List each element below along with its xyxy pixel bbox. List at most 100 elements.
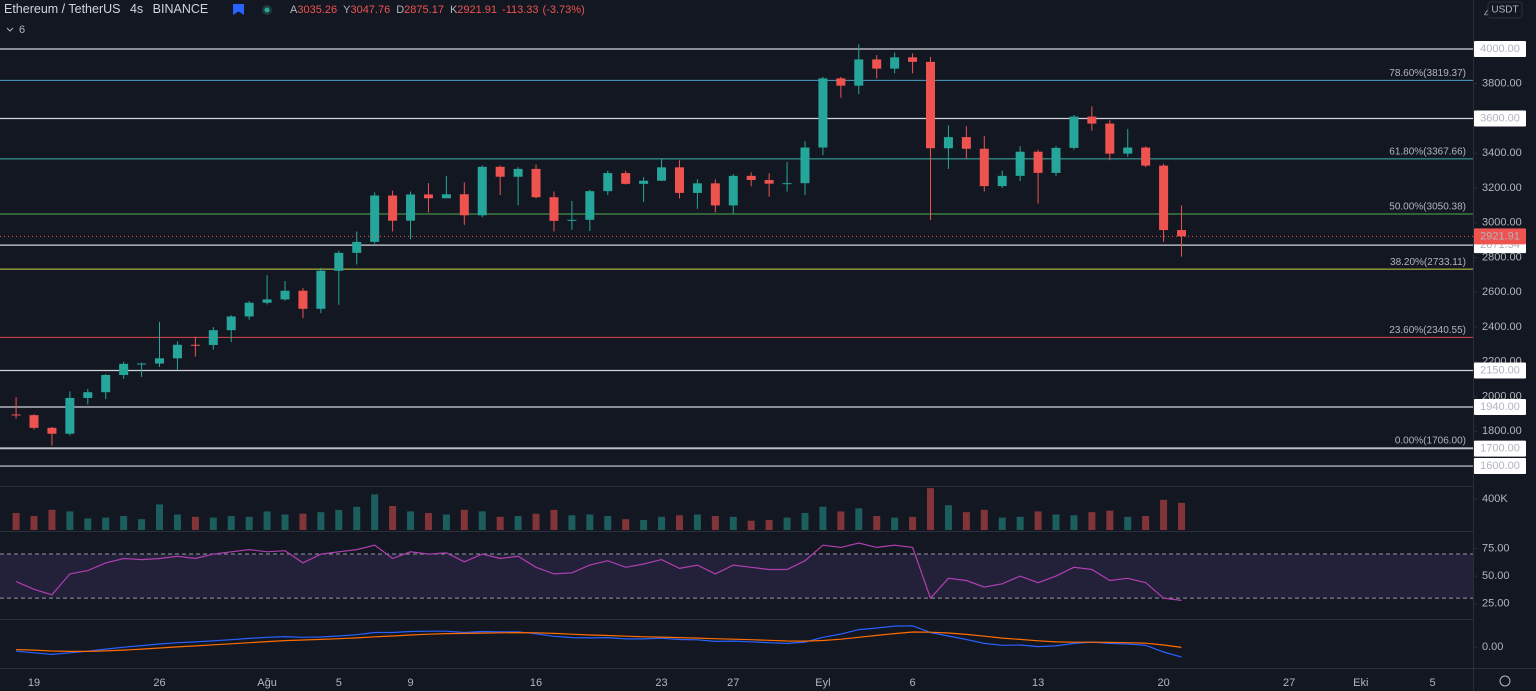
volume-bar xyxy=(407,511,415,530)
ohlc-value: 3035.26 xyxy=(297,4,337,16)
volume-bar xyxy=(514,516,522,530)
volume-bar xyxy=(783,517,791,530)
candle-body xyxy=(836,78,846,86)
unit-label: USDT xyxy=(1491,5,1518,16)
volume-bar xyxy=(209,517,217,530)
ohlc-value: 2875.17 xyxy=(404,4,444,16)
volume-bar xyxy=(586,514,594,530)
level-label-box xyxy=(1474,440,1526,457)
volume-bar xyxy=(747,520,755,530)
y-tick-label: 2400.00 xyxy=(1482,321,1522,333)
candle-body xyxy=(585,191,595,220)
volume-bar xyxy=(622,519,630,530)
candle-body xyxy=(800,147,810,184)
fib-label: 78.60%(3819.37) xyxy=(1389,68,1466,79)
volume-bar xyxy=(1016,516,1024,530)
candle-body xyxy=(190,344,200,346)
volume-bar xyxy=(263,511,271,530)
candle-body xyxy=(764,180,774,184)
level-label: 1940.00 xyxy=(1480,401,1520,413)
candle-body xyxy=(244,302,254,317)
volume-bar xyxy=(120,516,128,530)
candle-body xyxy=(11,414,21,416)
candle-body xyxy=(280,290,290,300)
candle-body xyxy=(101,375,111,393)
level-label-box xyxy=(1474,41,1526,58)
candle-body xyxy=(657,167,667,181)
volume-bar xyxy=(299,513,307,530)
candle-body xyxy=(854,59,864,86)
candle-body xyxy=(1087,116,1097,124)
volume-bar xyxy=(281,514,289,530)
candle-body xyxy=(872,59,882,69)
volume-bar xyxy=(855,508,863,530)
candle-body xyxy=(943,137,953,149)
candle-body xyxy=(513,168,523,177)
x-tick-label: 27 xyxy=(1283,677,1295,689)
volume-bar xyxy=(48,509,56,530)
candle-body xyxy=(406,194,416,221)
ohlc-value: 3047.76 xyxy=(350,4,390,16)
volume-bar xyxy=(478,511,486,530)
volume-bar xyxy=(891,517,899,530)
level-label-box xyxy=(1474,398,1526,415)
x-tick-label: Eki xyxy=(1353,677,1368,689)
ohlc-label: D xyxy=(396,4,404,16)
level-label: 2150.00 xyxy=(1480,364,1520,376)
volume-bar xyxy=(317,512,325,530)
collapse-icon[interactable] xyxy=(6,27,14,32)
unit-box[interactable] xyxy=(1487,1,1523,19)
level-label: 1600.00 xyxy=(1480,460,1520,472)
y-tick-label: 2800.00 xyxy=(1482,251,1522,263)
candle-body xyxy=(334,252,344,271)
x-tick-label: 20 xyxy=(1157,677,1169,689)
x-tick-label: 13 xyxy=(1032,677,1044,689)
volume-bar xyxy=(658,516,666,530)
interval: 4s xyxy=(130,2,143,16)
candle-body xyxy=(155,358,165,364)
volume-bar xyxy=(1124,516,1132,530)
indicator-count[interactable]: 6 xyxy=(19,24,25,36)
ohlc-value: 2921.91 xyxy=(457,4,497,16)
fib-label: 23.60%(2340.55) xyxy=(1389,325,1466,336)
candle-body xyxy=(1141,147,1151,166)
volume-bar xyxy=(980,509,988,530)
candle-body xyxy=(298,290,308,309)
y-tick-label: 25.00 xyxy=(1482,598,1510,610)
candle-body xyxy=(423,194,433,199)
y-tick-label: 3000.00 xyxy=(1482,217,1522,229)
flag-icon[interactable] xyxy=(233,4,244,15)
volume-bar xyxy=(550,509,558,530)
y-tick-label: 50.00 xyxy=(1482,570,1510,582)
volume-bar xyxy=(819,506,827,530)
volume-bar xyxy=(353,506,361,530)
volume-bar xyxy=(1052,514,1060,530)
volume-bar xyxy=(30,516,38,530)
fib-label: 61.80%(3367.66) xyxy=(1389,147,1466,158)
candle-body xyxy=(137,363,147,365)
volume-bar xyxy=(156,504,164,530)
volume-bar xyxy=(1070,515,1078,530)
ohlc-label: A xyxy=(290,4,298,16)
candle-body xyxy=(477,166,487,216)
candle-body xyxy=(818,78,828,148)
volume-bar xyxy=(102,517,110,530)
candle-body xyxy=(639,180,649,184)
candle-body xyxy=(1105,123,1115,154)
x-tick-label: 19 xyxy=(28,677,40,689)
settings-icon[interactable] xyxy=(1499,675,1511,687)
candle-body xyxy=(728,175,738,206)
ohlc-legend: A3035.26 Y3047.76 D2875.17 K2921.91 -113.33 (… xyxy=(290,4,585,16)
last-price-box xyxy=(1474,228,1526,245)
x-tick-label: 9 xyxy=(407,677,413,689)
volume-bar xyxy=(909,516,917,530)
indicator-line xyxy=(16,625,1182,658)
fib-label: 38.20%(2733.11) xyxy=(1390,257,1466,268)
candle-body xyxy=(316,270,326,309)
volume-bar xyxy=(335,509,343,530)
candle-body xyxy=(692,183,702,193)
candle-body xyxy=(674,167,684,193)
